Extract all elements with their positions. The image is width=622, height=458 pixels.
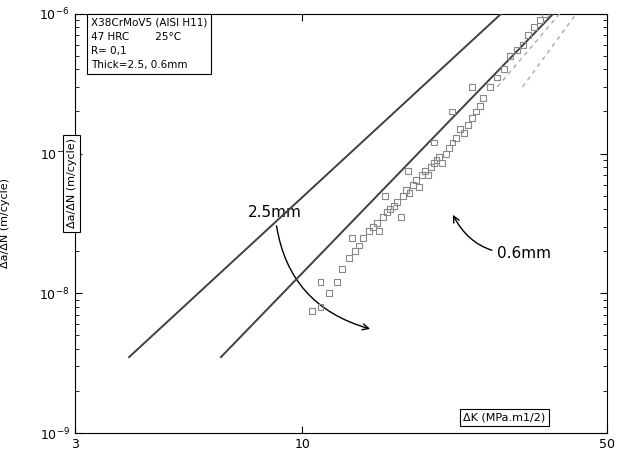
Point <box>485 83 495 91</box>
Point <box>512 46 522 54</box>
Point <box>350 248 360 255</box>
Point <box>347 234 357 241</box>
Point <box>332 278 342 286</box>
Point <box>407 181 417 188</box>
Point <box>426 164 436 171</box>
Point <box>467 114 477 121</box>
Text: 2.5mm: 2.5mm <box>248 205 369 330</box>
Point <box>411 176 420 183</box>
Text: 0.6mm: 0.6mm <box>453 216 551 261</box>
Point <box>315 303 325 311</box>
Text: Δa/ΔN (m/cycle): Δa/ΔN (m/cycle) <box>67 138 77 228</box>
Point <box>447 108 457 115</box>
Point <box>401 186 411 194</box>
Point <box>337 265 346 273</box>
Point <box>382 209 392 216</box>
Point <box>534 16 544 24</box>
Point <box>506 52 516 60</box>
Point <box>389 202 399 210</box>
Point <box>493 74 503 81</box>
Point <box>398 192 408 199</box>
Point <box>344 254 354 262</box>
Point <box>451 134 461 142</box>
Point <box>471 108 481 115</box>
Point <box>429 160 439 167</box>
Point <box>467 83 477 91</box>
Point <box>518 41 527 49</box>
Point <box>385 206 395 213</box>
Point <box>499 65 509 73</box>
Point <box>550 0 560 6</box>
Point <box>381 192 391 199</box>
Point <box>423 172 433 179</box>
Point <box>355 242 364 249</box>
Point <box>444 144 454 152</box>
Point <box>432 156 442 164</box>
Point <box>448 139 458 146</box>
Point <box>455 125 465 133</box>
Text: X38CrMoV5 (AISI H11)
47 HRC        25°C
R= 0,1
Thick=2.5, 0.6mm: X38CrMoV5 (AISI H11) 47 HRC 25°C R= 0,1 … <box>91 18 207 70</box>
Point <box>437 160 447 167</box>
Point <box>392 198 402 206</box>
Point <box>404 190 414 197</box>
Point <box>529 24 539 31</box>
Point <box>463 121 473 129</box>
Point <box>307 307 317 315</box>
Point <box>440 150 450 157</box>
Point <box>404 167 414 174</box>
Point <box>324 290 334 297</box>
Point <box>434 153 444 160</box>
Point <box>540 10 550 17</box>
Point <box>315 278 325 286</box>
Point <box>396 213 406 221</box>
Point <box>414 183 424 191</box>
Point <box>459 130 469 137</box>
Point <box>364 227 374 234</box>
Point <box>417 172 427 179</box>
Point <box>429 139 439 146</box>
Point <box>478 94 488 102</box>
Point <box>368 223 378 230</box>
Text: Δa/ΔN (m/cycle): Δa/ΔN (m/cycle) <box>1 179 11 268</box>
Point <box>372 219 382 226</box>
Point <box>524 32 534 39</box>
Point <box>420 167 430 174</box>
Point <box>358 234 368 241</box>
Point <box>374 227 384 234</box>
Point <box>475 102 485 109</box>
Text: ΔK (MPa.m1/2): ΔK (MPa.m1/2) <box>463 413 545 423</box>
Point <box>378 213 388 221</box>
